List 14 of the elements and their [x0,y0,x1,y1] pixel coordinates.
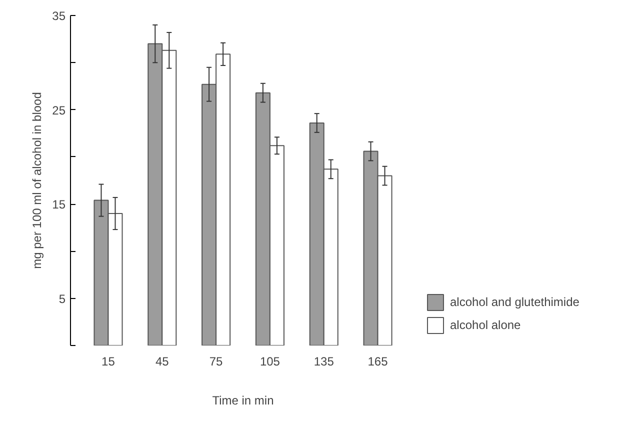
y-axis-title: mg per 100 ml of alcohol in blood [30,92,44,269]
y-tick-label: 35 [52,9,66,23]
y-tick-label: 25 [52,103,66,118]
legend-label: alcohol alone [450,318,521,332]
x-tick-label: 165 [368,354,388,368]
x-axis-title: Time in min [212,394,274,408]
x-tick-label: 15 [102,354,116,368]
x-tick-label: 105 [260,354,280,368]
x-tick-label: 135 [314,354,334,368]
y-tick-label: 5 [58,292,66,306]
legend-label: alcohol and glutethimide [450,295,580,309]
y-tick-label: 15 [52,198,66,212]
x-tick-label: 75 [209,354,224,368]
x-tick-label: 45 [155,354,170,368]
